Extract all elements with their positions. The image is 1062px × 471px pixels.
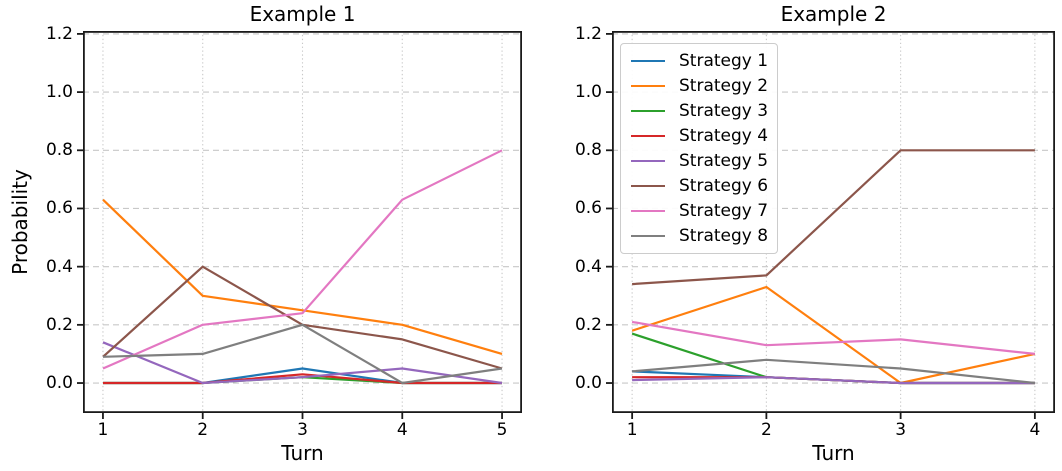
y-tick-label: 1.0 bbox=[574, 82, 602, 103]
legend-label: Strategy 5 bbox=[679, 151, 769, 172]
legend-line-swatch bbox=[631, 84, 665, 87]
series-line-strategy-4 bbox=[103, 373, 502, 385]
legend-label: Strategy 2 bbox=[679, 75, 769, 96]
legend-entry: Strategy 2 bbox=[627, 73, 771, 98]
y-tick-label: 0.4 bbox=[574, 256, 602, 277]
x-tick-label: 5 bbox=[496, 420, 508, 440]
legend-label: Strategy 4 bbox=[679, 125, 769, 146]
y-tick-label: 1.2 bbox=[45, 23, 73, 44]
x-tick-label: 2 bbox=[197, 420, 209, 440]
series-line-strategy-2 bbox=[102, 198, 503, 355]
y-tick-label: 0.4 bbox=[45, 256, 73, 277]
legend: Strategy 1 Strategy 2 Strategy 3 Strategy 4… bbox=[620, 43, 778, 254]
series-line-strategy-5 bbox=[102, 341, 503, 385]
x-axis-label: Turn bbox=[812, 441, 855, 465]
y-tick-label: 1.2 bbox=[574, 23, 602, 44]
chart-title: Example 1 bbox=[249, 2, 356, 26]
legend-entry: Strategy 4 bbox=[627, 123, 771, 148]
series-line-strategy-5 bbox=[632, 376, 1035, 385]
series-line-strategy-8 bbox=[102, 323, 503, 385]
y-tick-label: 0.2 bbox=[45, 314, 73, 335]
legend-line-swatch bbox=[631, 210, 665, 213]
axes-frame bbox=[82, 30, 523, 414]
y-tick-label: 0.6 bbox=[574, 198, 602, 219]
y-tick-label: 0.8 bbox=[574, 140, 602, 161]
legend-line-swatch bbox=[631, 235, 665, 238]
y-tick-label: 0.2 bbox=[574, 314, 602, 335]
legend-line-swatch bbox=[631, 185, 665, 188]
legend-line-swatch bbox=[631, 109, 665, 112]
x-tick-label: 4 bbox=[1029, 420, 1041, 440]
legend-label: Strategy 1 bbox=[679, 50, 769, 71]
axes-frame bbox=[611, 30, 1056, 414]
x-tick-label: 3 bbox=[297, 420, 308, 440]
series-line-strategy-6 bbox=[632, 149, 1035, 286]
legend-label: Strategy 3 bbox=[679, 100, 769, 121]
y-tick-label: 0.0 bbox=[45, 373, 73, 394]
x-axis-label: Turn bbox=[281, 441, 324, 465]
y-tick-label: 0.6 bbox=[45, 198, 73, 219]
legend-line-swatch bbox=[631, 134, 665, 137]
legend-entry: Strategy 1 bbox=[627, 48, 771, 73]
legend-entry: Strategy 5 bbox=[627, 149, 771, 174]
legend-entry: Strategy 7 bbox=[627, 199, 771, 224]
series-line-strategy-2 bbox=[631, 285, 1036, 385]
legend-line-swatch bbox=[631, 59, 665, 62]
legend-line-swatch bbox=[631, 160, 665, 163]
y-tick-label: 1.0 bbox=[45, 82, 73, 103]
x-tick-label: 1 bbox=[626, 420, 638, 440]
series-line-strategy-8 bbox=[632, 358, 1036, 385]
x-tick-label: 3 bbox=[895, 420, 907, 440]
series-line-strategy-7 bbox=[631, 320, 1036, 355]
y-tick-label: 0.8 bbox=[45, 140, 73, 161]
legend-entry: Strategy 8 bbox=[627, 224, 771, 249]
x-tick-label: 4 bbox=[396, 420, 408, 440]
legend-label: Strategy 7 bbox=[679, 201, 769, 222]
x-tick-label: 1 bbox=[97, 420, 109, 440]
x-tick-label: 2 bbox=[760, 420, 772, 440]
plot-area bbox=[77, 30, 523, 419]
legend-entry: Strategy 3 bbox=[627, 98, 771, 123]
legend-label: Strategy 8 bbox=[679, 226, 769, 247]
series-line-strategy-7 bbox=[102, 149, 503, 370]
legend-label: Strategy 6 bbox=[679, 176, 769, 197]
legend-entry: Strategy 6 bbox=[627, 174, 771, 199]
y-tick-label: 0.0 bbox=[574, 373, 602, 394]
chart-title: Example 2 bbox=[780, 2, 887, 26]
